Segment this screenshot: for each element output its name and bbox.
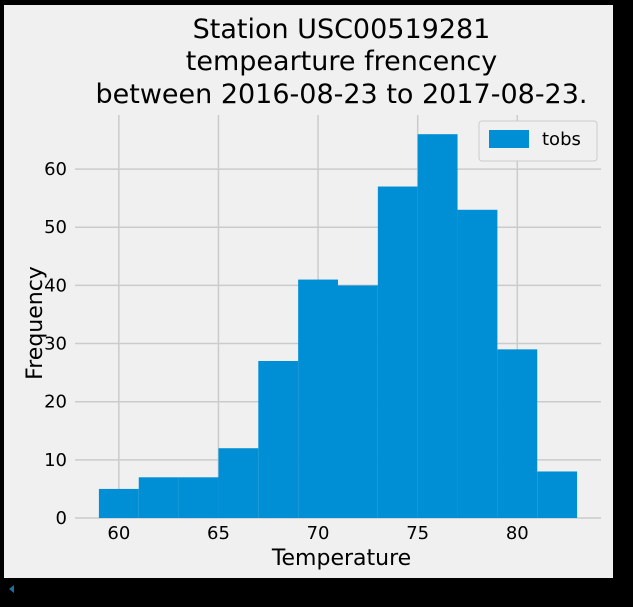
histogram-bar <box>258 360 299 518</box>
x-tick-label: 60 <box>107 523 130 544</box>
histogram-bar <box>178 477 219 518</box>
y-axis-label: Frequency <box>23 266 48 380</box>
histogram-bar <box>338 285 378 518</box>
scroll-left-arrow-icon[interactable] <box>9 585 14 593</box>
histogram-bar <box>417 134 458 518</box>
histogram-bar <box>537 471 578 518</box>
y-tick-label: 30 <box>44 334 67 355</box>
x-tick-label: 70 <box>307 523 330 544</box>
histogram-bars <box>98 134 578 519</box>
x-tick-label: 75 <box>406 523 429 544</box>
histogram-bar <box>98 488 139 518</box>
histogram-bar <box>457 209 498 519</box>
chart-title-line-2: tempearture frencency <box>186 46 497 77</box>
y-tick-label: 50 <box>44 217 67 238</box>
chart-figure: 60 65 70 75 80 0 10 20 30 40 50 60 Station USC00519… <box>4 5 613 578</box>
histogram-bar <box>138 477 179 518</box>
legend: tobs <box>478 120 598 162</box>
chart-title-line-3: between 2016-08-23 to 2017-08-23. <box>95 79 587 110</box>
y-tick-label: 0 <box>56 508 67 529</box>
legend-label: tobs <box>542 129 581 150</box>
histogram-bar <box>497 349 538 518</box>
y-tick-label: 40 <box>44 275 67 296</box>
tick-labels: 60 65 70 75 80 0 10 20 30 40 50 60 <box>44 159 529 544</box>
histogram-bar <box>218 448 259 518</box>
x-tick-label: 80 <box>506 523 529 544</box>
x-axis-label: Temperature <box>271 546 411 571</box>
y-tick-label: 10 <box>44 450 67 471</box>
histogram-chart: 60 65 70 75 80 0 10 20 30 40 50 60 Station USC00519… <box>23 14 601 571</box>
chart-title-line-1: Station USC00519281 <box>193 14 491 45</box>
legend-swatch <box>489 130 529 148</box>
histogram-bar <box>377 186 418 518</box>
histogram-bar <box>298 279 338 518</box>
x-tick-label: 65 <box>207 523 230 544</box>
y-tick-label: 60 <box>44 159 67 180</box>
y-tick-label: 20 <box>44 392 67 413</box>
